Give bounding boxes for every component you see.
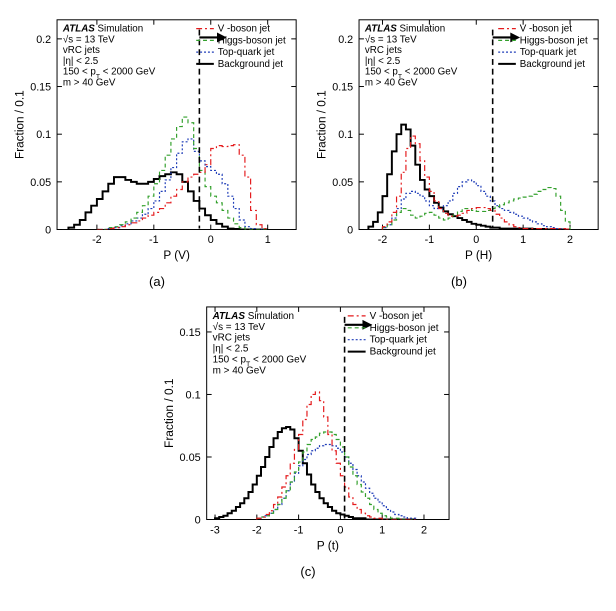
svg-text:-1: -1 <box>294 524 304 536</box>
svg-text:0: 0 <box>473 234 479 246</box>
panel-c: -3 -2 -1 0 1 2 0 0.05 0.1 0.15 P (t) Fraction / 0.1… <box>159 297 457 579</box>
svg-text:0.1: 0.1 <box>186 389 201 401</box>
svg-text:0.05: 0.05 <box>179 452 200 464</box>
svg-text:0.15: 0.15 <box>332 81 353 93</box>
svg-text:1: 1 <box>265 234 271 246</box>
svg-text:vRC jets: vRC jets <box>63 45 100 56</box>
svg-text:0.05: 0.05 <box>30 177 51 189</box>
sublabel-a: (a) <box>10 274 304 289</box>
svg-text:0: 0 <box>195 514 201 526</box>
svg-text:0.2: 0.2 <box>36 34 51 46</box>
svg-text:Top-quark jet: Top-quark jet <box>520 47 577 58</box>
svg-text:0.15: 0.15 <box>30 81 51 93</box>
svg-text:-2: -2 <box>378 234 388 246</box>
svg-text:P (V): P (V) <box>163 249 190 262</box>
svg-text:vRC jets: vRC jets <box>213 333 251 344</box>
svg-text:Fraction / 0.1: Fraction / 0.1 <box>162 378 176 448</box>
svg-text:Background jet: Background jet <box>370 346 436 357</box>
figure-grid: -2 -1 0 1 0 0.05 0.1 0.15 0.2 P (V) Fraction / 0.1… <box>10 10 606 579</box>
svg-text:|η| < 2.5: |η| < 2.5 <box>365 56 401 67</box>
svg-text:0.05: 0.05 <box>332 177 353 189</box>
svg-text:√s = 13 TeV: √s = 13 TeV <box>213 321 266 333</box>
svg-text:√s = 13 TeV: √s = 13 TeV <box>365 34 417 45</box>
svg-text:Fraction / 0.1: Fraction / 0.1 <box>14 90 27 159</box>
svg-text:V -boson jet: V -boson jet <box>370 311 423 322</box>
svg-text:-1: -1 <box>149 234 159 246</box>
svg-text:0: 0 <box>45 224 51 236</box>
svg-text:|η| < 2.5: |η| < 2.5 <box>63 56 99 67</box>
svg-text:Higgs-boson jet: Higgs-boson jet <box>218 35 286 46</box>
svg-text:Top-quark jet: Top-quark jet <box>370 334 428 345</box>
svg-text:-1: -1 <box>425 234 435 246</box>
svg-text:|η| < 2.5: |η| < 2.5 <box>213 343 249 354</box>
chart-a: -2 -1 0 1 0 0.05 0.1 0.15 0.2 P (V) Fraction / 0.1… <box>10 10 304 265</box>
svg-text:0.1: 0.1 <box>338 129 353 141</box>
svg-text:Fraction / 0.1: Fraction / 0.1 <box>316 90 329 159</box>
svg-text:m > 40 GeV: m > 40 GeV <box>365 77 418 88</box>
svg-text:2: 2 <box>421 524 427 536</box>
svg-text:0.2: 0.2 <box>338 34 353 46</box>
svg-text:V -boson jet: V -boson jet <box>218 24 270 35</box>
svg-text:-2: -2 <box>252 524 262 536</box>
svg-text:-2: -2 <box>92 234 102 246</box>
svg-text:ATLAS Simulation: ATLAS Simulation <box>364 24 445 35</box>
svg-text:V -boson jet: V -boson jet <box>520 24 572 35</box>
svg-text:-3: -3 <box>210 524 220 536</box>
svg-text:0: 0 <box>208 234 214 246</box>
svg-text:Top-quark jet: Top-quark jet <box>218 47 275 58</box>
svg-text:ATLAS Simulation: ATLAS Simulation <box>212 311 294 322</box>
svg-text:P (t): P (t) <box>317 538 339 552</box>
svg-text:Background jet: Background jet <box>218 59 284 70</box>
svg-text:vRC jets: vRC jets <box>365 45 402 56</box>
svg-text:0: 0 <box>347 224 353 236</box>
chart-b: -2 -1 0 1 2 0 0.05 0.1 0.15 0.2 P (H) Fraction / 0.… <box>312 10 606 265</box>
svg-text:1: 1 <box>520 234 526 246</box>
svg-text:Higgs-boson jet: Higgs-boson jet <box>520 35 588 46</box>
svg-text:P (H): P (H) <box>465 249 492 262</box>
svg-text:1: 1 <box>379 524 385 536</box>
svg-text:2: 2 <box>567 234 573 246</box>
svg-text:0.15: 0.15 <box>179 327 200 339</box>
sublabel-c: (c) <box>159 564 457 579</box>
sublabel-b: (b) <box>312 274 606 289</box>
svg-text:m > 40 GeV: m > 40 GeV <box>213 365 267 376</box>
svg-text:Higgs-boson jet: Higgs-boson jet <box>370 323 439 334</box>
chart-c: -3 -2 -1 0 1 2 0 0.05 0.1 0.15 P (t) Fraction / 0.1… <box>159 297 457 555</box>
svg-text:m > 40 GeV: m > 40 GeV <box>63 77 116 88</box>
svg-text:Background jet: Background jet <box>520 59 586 70</box>
panel-a: -2 -1 0 1 0 0.05 0.1 0.15 0.2 P (V) Fraction / 0.1… <box>10 10 304 289</box>
svg-text:0.1: 0.1 <box>36 129 51 141</box>
svg-text:ATLAS Simulation: ATLAS Simulation <box>62 24 143 35</box>
panel-b: -2 -1 0 1 2 0 0.05 0.1 0.15 0.2 P (H) Fraction / 0.… <box>312 10 606 289</box>
svg-text:√s = 13 TeV: √s = 13 TeV <box>63 34 115 45</box>
svg-text:0: 0 <box>337 524 343 536</box>
